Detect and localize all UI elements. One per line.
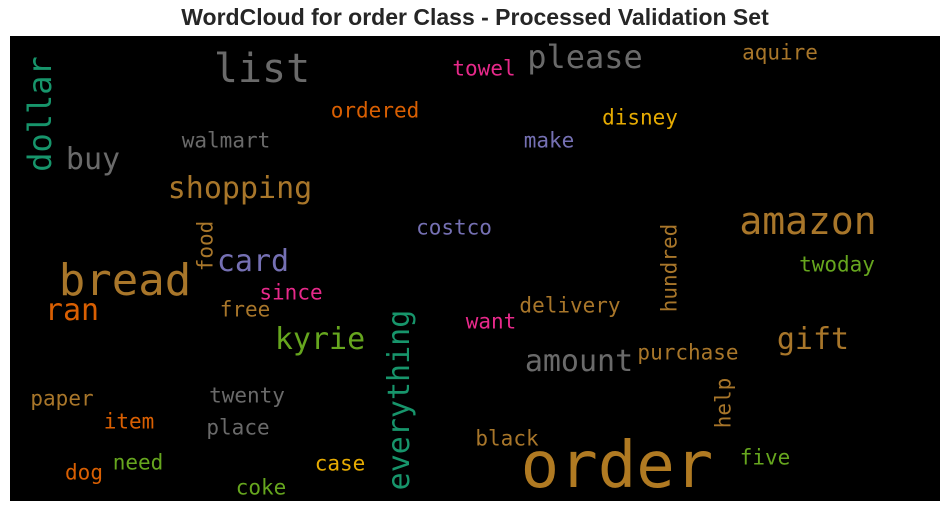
word-card: card <box>216 244 290 279</box>
word-ordered: ordered <box>330 98 420 123</box>
word-buy: buy <box>65 142 121 177</box>
word-ran: ran <box>44 293 100 328</box>
word-paper: paper <box>30 386 94 411</box>
word-bread: bread <box>58 255 192 306</box>
word-costco: costco <box>416 215 492 240</box>
word-amount: amount <box>524 344 634 379</box>
word-disney: disney <box>602 105 678 130</box>
word-case: case <box>314 451 366 476</box>
word-dollar: dollar <box>21 56 59 172</box>
word-help: help <box>711 377 736 429</box>
word-food: food <box>193 220 218 272</box>
word-since: since <box>259 280 323 305</box>
word-everything: everything <box>382 309 417 491</box>
wordcloud-canvas: order bread amazon list please dollar everythi… <box>10 36 940 501</box>
word-coke: coke <box>235 475 287 500</box>
word-order: order <box>520 429 714 501</box>
chart-title: WordCloud for order Class - Processed Va… <box>181 4 769 30</box>
word-kyrie: kyrie <box>274 322 366 357</box>
word-list: list <box>213 46 311 92</box>
word-delivery: delivery <box>519 293 621 318</box>
word-five: five <box>739 445 791 470</box>
word-amazon: amazon <box>739 199 877 243</box>
word-item: item <box>103 409 155 434</box>
word-twenty: twenty <box>209 383 285 408</box>
word-towel: towel <box>452 56 516 81</box>
word-want: want <box>465 309 517 334</box>
word-shopping: shopping <box>167 171 313 206</box>
word-aquire: aquire <box>742 40 818 65</box>
word-make: make <box>523 128 575 153</box>
word-dog: dog <box>65 460 103 485</box>
word-place: place <box>206 415 270 440</box>
word-twoday: twoday <box>799 252 875 277</box>
word-need: need <box>112 450 164 475</box>
word-purchase: purchase <box>637 340 739 365</box>
word-walmart: walmart <box>181 128 271 153</box>
word-please: please <box>527 38 643 76</box>
word-free: free <box>219 297 271 322</box>
word-hundred: hundred <box>657 223 682 313</box>
word-gift: gift <box>776 322 850 357</box>
word-black: black <box>475 426 539 451</box>
